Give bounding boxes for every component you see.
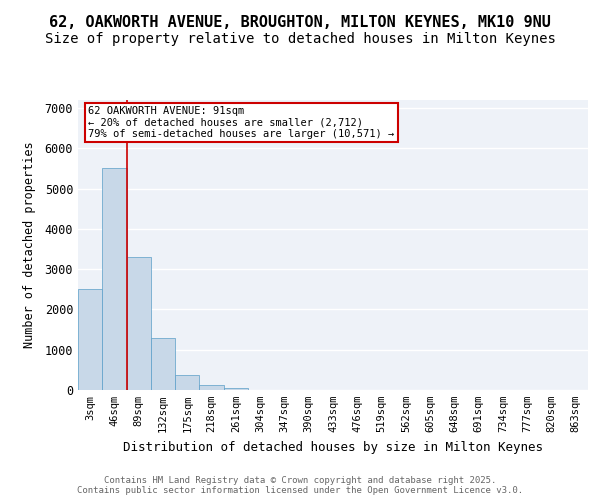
- Text: 62, OAKWORTH AVENUE, BROUGHTON, MILTON KEYNES, MK10 9NU: 62, OAKWORTH AVENUE, BROUGHTON, MILTON K…: [49, 15, 551, 30]
- Bar: [151, 338, 175, 390]
- X-axis label: Distribution of detached houses by size in Milton Keynes: Distribution of detached houses by size …: [123, 440, 543, 454]
- Bar: [127, 257, 151, 390]
- Bar: [78, 290, 102, 390]
- Text: Contains HM Land Registry data © Crown copyright and database right 2025.
Contai: Contains HM Land Registry data © Crown c…: [77, 476, 523, 495]
- Y-axis label: Number of detached properties: Number of detached properties: [23, 142, 37, 348]
- Text: Size of property relative to detached houses in Milton Keynes: Size of property relative to detached ho…: [44, 32, 556, 46]
- Bar: [175, 374, 199, 390]
- Text: 62 OAKWORTH AVENUE: 91sqm
← 20% of detached houses are smaller (2,712)
79% of se: 62 OAKWORTH AVENUE: 91sqm ← 20% of detac…: [88, 106, 394, 139]
- Bar: [224, 388, 248, 390]
- Bar: [102, 168, 127, 390]
- Bar: [199, 385, 224, 390]
